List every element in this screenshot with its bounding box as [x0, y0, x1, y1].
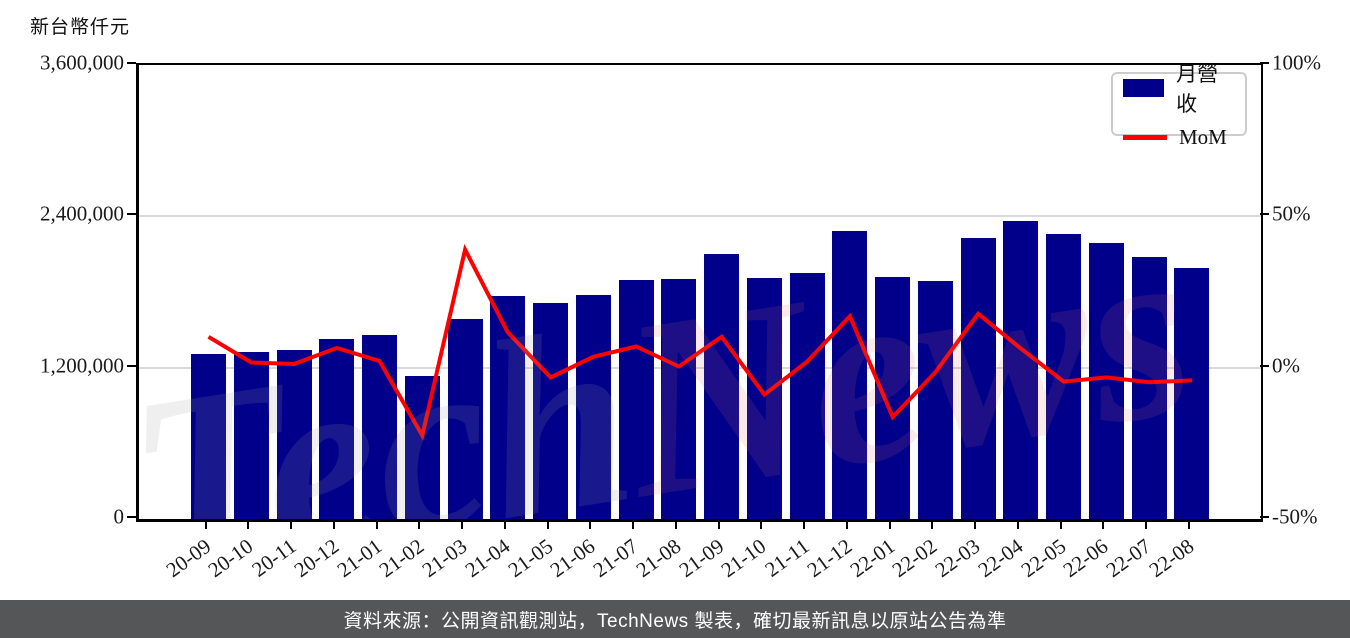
revenue-bar-22-02: [917, 280, 953, 519]
right-axis-tick: [1260, 516, 1269, 518]
caption-bar: 資料來源：公開資訊觀測站，TechNews 製表，確切最新訊息以原站公告為準: [0, 600, 1350, 638]
legend-item-revenue: 月營收: [1123, 58, 1235, 118]
x-axis-month-label: 21-04: [460, 533, 515, 583]
revenue-bar-21-05: [533, 302, 569, 519]
x-axis-month-label: 20-12: [289, 533, 344, 583]
source-caption: 資料來源：公開資訊觀測站，TechNews 製表，確切最新訊息以原站公告為準: [343, 610, 1007, 632]
left-axis-tick: [127, 213, 136, 216]
left-axis-tick: [127, 516, 136, 518]
left-axis-tick-label: 1,200,000: [40, 353, 124, 378]
right-axis-tick-label: 100%: [1272, 50, 1321, 75]
legend-item-mom: MoM: [1123, 125, 1235, 150]
mom-line-layer: [207, 243, 1193, 441]
gridline: [139, 366, 1261, 369]
revenue-bar-22-08: [1174, 267, 1210, 519]
x-axis-tick: [1102, 520, 1105, 529]
x-axis-month-label: 21-03: [417, 533, 472, 583]
revenue-bar-21-03: [447, 319, 483, 519]
legend: 月營收 MoM: [1111, 62, 1247, 149]
revenue-bar-21-10: [746, 277, 782, 519]
revenue-bar-20-12: [319, 338, 355, 519]
x-axis-tick: [760, 520, 763, 529]
x-axis-tick: [375, 520, 378, 529]
right-axis-tick-label: 0%: [1272, 353, 1300, 378]
revenue-bar-20-10: [233, 351, 269, 519]
revenue-bar-21-11: [789, 272, 825, 519]
left-axis-tick-label: 3,600,000: [40, 50, 124, 75]
x-axis-tick: [931, 520, 934, 529]
x-axis-tick: [1016, 520, 1019, 529]
legend-mom-label: MoM: [1179, 125, 1227, 149]
right-axis-tick: [1260, 62, 1269, 64]
revenue-bar-21-01: [362, 334, 398, 519]
x-axis-month-label: 21-08: [631, 533, 686, 583]
x-axis-tick: [717, 520, 720, 529]
revenue-bar-21-12: [832, 231, 868, 519]
x-axis-month-label: 21-10: [716, 533, 771, 583]
x-axis-month-label: 21-02: [374, 533, 429, 583]
x-axis-tick: [803, 520, 806, 529]
gridline: [139, 215, 1261, 218]
x-axis-tick: [632, 520, 635, 529]
x-axis-tick: [1145, 520, 1148, 529]
x-axis-tick: [204, 520, 207, 529]
revenue-swatch: [1123, 79, 1165, 97]
revenue-bar-22-03: [960, 238, 996, 519]
revenue-bar-21-08: [661, 278, 697, 519]
x-axis-tick: [674, 520, 677, 529]
mom-swatch: [1123, 135, 1167, 140]
revenue-bar-22-04: [1003, 220, 1039, 519]
x-axis-tick: [589, 520, 592, 529]
revenue-bar-22-05: [1046, 234, 1082, 519]
x-axis-tick: [1059, 520, 1062, 529]
x-axis-tick: [461, 520, 464, 529]
x-axis-month-label: 21-07: [588, 533, 643, 583]
x-axis-month-label: 22-07: [1101, 533, 1156, 583]
legend-revenue-label: 月營收: [1176, 62, 1219, 116]
revenue-bar-22-01: [875, 277, 911, 519]
left-axis-tick-label: 0: [113, 504, 125, 529]
revenue-bar-21-07: [618, 279, 654, 519]
left-axis-tick: [127, 62, 136, 64]
x-axis-month-label: 22-08: [1144, 533, 1199, 583]
revenue-bar-21-02: [404, 376, 440, 519]
x-axis-month-label: 22-04: [973, 533, 1028, 583]
x-axis-month-label: 20-10: [203, 533, 258, 583]
left-axis-tick: [127, 364, 136, 367]
plot-area: 月營收 MoM TechNews: [136, 62, 1263, 522]
x-axis-tick: [888, 520, 891, 529]
revenue-bar-20-11: [276, 349, 312, 519]
right-axis-tick-label: 50%: [1272, 201, 1311, 226]
left-axis-tick-label: 2,400,000: [40, 201, 124, 226]
revenue-bar-22-06: [1088, 243, 1124, 519]
x-axis-month-label: 22-03: [930, 533, 985, 583]
x-axis-month-label: 21-11: [760, 533, 814, 582]
left-axis-unit-label: 新台幣仟元: [30, 17, 131, 38]
revenue-bar-21-06: [575, 295, 611, 519]
x-axis-tick: [503, 520, 506, 529]
revenue-bar-21-09: [704, 254, 740, 519]
revenue-bar-20-09: [191, 354, 226, 519]
right-axis-tick: [1260, 213, 1269, 216]
x-axis-tick: [290, 520, 293, 529]
x-axis-month-label: 21-12: [802, 533, 857, 583]
x-axis-month-label: 21-06: [545, 533, 600, 583]
x-axis-tick: [418, 520, 421, 529]
x-axis-tick: [546, 520, 549, 529]
x-axis-tick: [845, 520, 848, 529]
revenue-bar-22-07: [1131, 256, 1167, 519]
right-axis-tick: [1260, 364, 1269, 367]
right-axis-tick-label: -50%: [1272, 504, 1318, 529]
x-axis-tick: [1187, 520, 1190, 529]
x-axis-tick: [247, 520, 250, 529]
x-axis-tick: [974, 520, 977, 529]
mom-line: [207, 243, 1193, 441]
x-axis-month-label: 20-11: [247, 533, 301, 582]
x-axis-tick: [332, 520, 335, 529]
